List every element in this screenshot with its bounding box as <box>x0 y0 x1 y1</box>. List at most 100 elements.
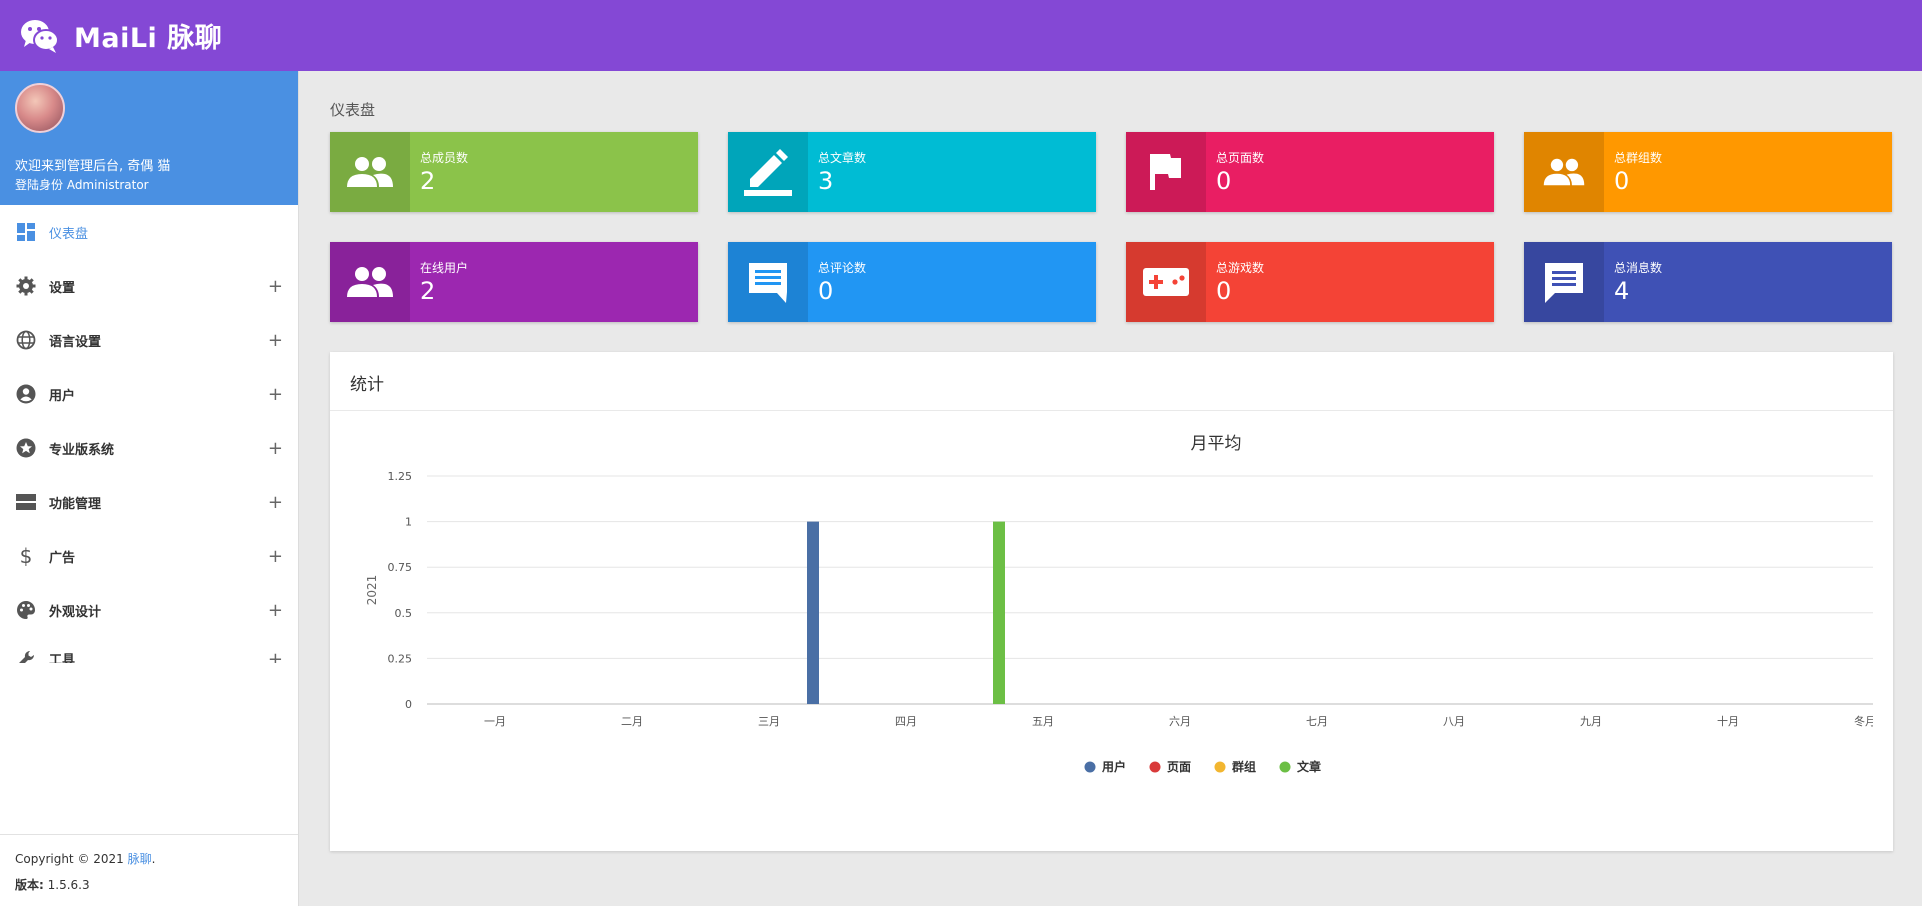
card-online-users[interactable]: 在线用户 2 <box>330 242 698 322</box>
y-tick-label: 0 <box>405 698 412 711</box>
card-total-articles[interactable]: 总文章数 3 <box>728 132 1096 212</box>
brand-title[interactable]: MaiLi 脉聊 <box>74 23 223 54</box>
expand-plus-icon[interactable]: + <box>267 649 283 663</box>
sidebar-item-label: 语言设置 <box>49 334 102 350</box>
card-total-groups[interactable]: 总群组数 0 <box>1524 132 1892 212</box>
card-label: 总游戏数 <box>1216 261 1265 275</box>
sidebar-item-label: 工具 <box>49 653 76 663</box>
y-tick-label: 1 <box>405 516 412 529</box>
dollar-icon: $ <box>19 544 33 568</box>
version-label: 版本: <box>15 878 44 892</box>
card-value: 0 <box>818 277 834 305</box>
group-icon <box>330 132 410 212</box>
sidebar-item-ads[interactable]: $ 广告 + <box>0 529 298 583</box>
dashboard-icon <box>15 221 37 243</box>
storage-icon <box>15 491 37 513</box>
x-tick-label: 二月 <box>621 715 643 728</box>
user-icon <box>15 383 37 405</box>
copyright-text: Copyright © 2021 <box>15 852 124 866</box>
stats-panel: 统计 月平均 2021 0 0.25 0.5 0.75 1 1.25 一月 二月 三月 四月 五月 六月 七… <box>330 352 1893 851</box>
sidebar-item-label: 用户 <box>49 388 76 404</box>
top-bar: MaiLi 脉聊 <box>0 0 1922 71</box>
sidebar-item-appearance[interactable]: 外观设计 + <box>0 583 298 637</box>
bar-chart: 月平均 2021 0 0.25 0.5 0.75 1 1.25 一月 二月 三月 四月 五月 六月 七月 八月… <box>365 434 1873 774</box>
sidebar-item-label: 设置 <box>49 280 76 296</box>
expand-plus-icon[interactable]: + <box>267 545 283 567</box>
sidebar-item-dashboard[interactable]: 仪表盘 <box>0 205 298 259</box>
chart-title: 月平均 <box>1191 434 1242 454</box>
palette-icon <box>15 599 37 621</box>
flag-icon <box>1126 132 1206 212</box>
legend-label: 页面 <box>1167 760 1191 774</box>
wechat-icon <box>21 19 59 53</box>
sidebar-item-label: 功能管理 <box>49 496 102 512</box>
card-label: 总消息数 <box>1614 261 1663 275</box>
x-tick-label: 五月 <box>1032 715 1054 728</box>
sidebar-item-features[interactable]: 功能管理 + <box>0 475 298 529</box>
x-tick-label: 三月 <box>758 715 780 728</box>
legend-label: 文章 <box>1297 759 1321 774</box>
sidebar-item-tools[interactable]: 工具 + <box>0 637 298 663</box>
sidebar-item-label: 广告 <box>49 550 76 566</box>
x-tick-label: 一月 <box>484 715 506 728</box>
y-axis-label: 2021 <box>365 575 379 606</box>
x-tick-label: 八月 <box>1443 715 1465 728</box>
sidebar-item-label: 外观设计 <box>49 604 102 620</box>
comment-icon <box>728 242 808 322</box>
sidebar-item-label: 仪表盘 <box>49 226 89 242</box>
card-value: 3 <box>818 167 834 195</box>
legend-marker <box>1279 761 1291 773</box>
x-tick-label: 六月 <box>1169 715 1191 728</box>
sidebar-item-pro-system[interactable]: 专业版系统 + <box>0 421 298 475</box>
card-total-messages[interactable]: 总消息数 4 <box>1524 242 1892 322</box>
bar-文章 <box>993 521 1005 704</box>
card-value: 2 <box>420 167 436 195</box>
page-title: 仪表盘 <box>330 101 376 119</box>
card-total-comments[interactable]: 总评论数 0 <box>728 242 1096 322</box>
card-label: 总成员数 <box>420 151 469 165</box>
x-tick-label: 四月 <box>895 715 917 728</box>
y-tick-label: 0.5 <box>395 607 413 620</box>
legend-label: 用户 <box>1101 759 1126 774</box>
card-total-members[interactable]: 总成员数 2 <box>330 132 698 212</box>
sidebar-item-label: 专业版系统 <box>49 442 115 458</box>
stats-title: 统计 <box>330 352 1893 411</box>
sidebar-menu: 仪表盘 设置 + 语言设置 + 用户 + 专业版系统 <box>0 205 298 663</box>
x-tick-label: 九月 <box>1580 715 1602 728</box>
card-label: 总文章数 <box>818 151 867 165</box>
y-tick-label: 1.25 <box>388 470 413 483</box>
expand-plus-icon[interactable]: + <box>267 599 283 621</box>
card-total-pages[interactable]: 总页面数 0 <box>1126 132 1494 212</box>
wrench-icon <box>15 649 37 663</box>
expand-plus-icon[interactable]: + <box>267 383 283 405</box>
sidebar-item-users[interactable]: 用户 + <box>0 367 298 421</box>
gear-icon <box>15 275 37 297</box>
card-value: 2 <box>420 277 436 305</box>
expand-plus-icon[interactable]: + <box>267 491 283 513</box>
copyright-period: . <box>151 852 156 866</box>
avatar[interactable] <box>15 83 65 133</box>
sidebar: 欢迎来到管理后台, 奇偶 猫 登陆身份 Administrator 仪表盘 设置… <box>0 71 299 906</box>
profile-panel: 欢迎来到管理后台, 奇偶 猫 登陆身份 Administrator <box>0 71 298 205</box>
expand-plus-icon[interactable]: + <box>267 329 283 351</box>
card-label: 总评论数 <box>818 261 867 275</box>
version: 版本: 1.5.6.3 <box>15 876 283 893</box>
card-value: 0 <box>1614 167 1630 195</box>
copyright: Copyright © 2021 脉聊. <box>15 850 283 867</box>
welcome-text: 欢迎来到管理后台, 奇偶 猫 <box>15 159 171 174</box>
card-total-games[interactable]: 总游戏数 0 <box>1126 242 1494 322</box>
legend-marker <box>1084 761 1096 773</box>
x-tick-label: 七月 <box>1306 715 1328 728</box>
expand-plus-icon[interactable]: + <box>267 275 283 297</box>
card-value: 4 <box>1614 277 1630 305</box>
bar-用户 <box>807 521 819 704</box>
legend-marker <box>1149 761 1161 773</box>
copyright-link[interactable]: 脉聊 <box>127 852 152 866</box>
star-icon <box>15 437 37 459</box>
sidebar-item-language[interactable]: 语言设置 + <box>0 313 298 367</box>
expand-plus-icon[interactable]: + <box>267 437 283 459</box>
card-label: 在线用户 <box>420 261 469 275</box>
card-label: 总群组数 <box>1614 151 1663 165</box>
group-icon <box>1524 132 1604 212</box>
sidebar-item-settings[interactable]: 设置 + <box>0 259 298 313</box>
